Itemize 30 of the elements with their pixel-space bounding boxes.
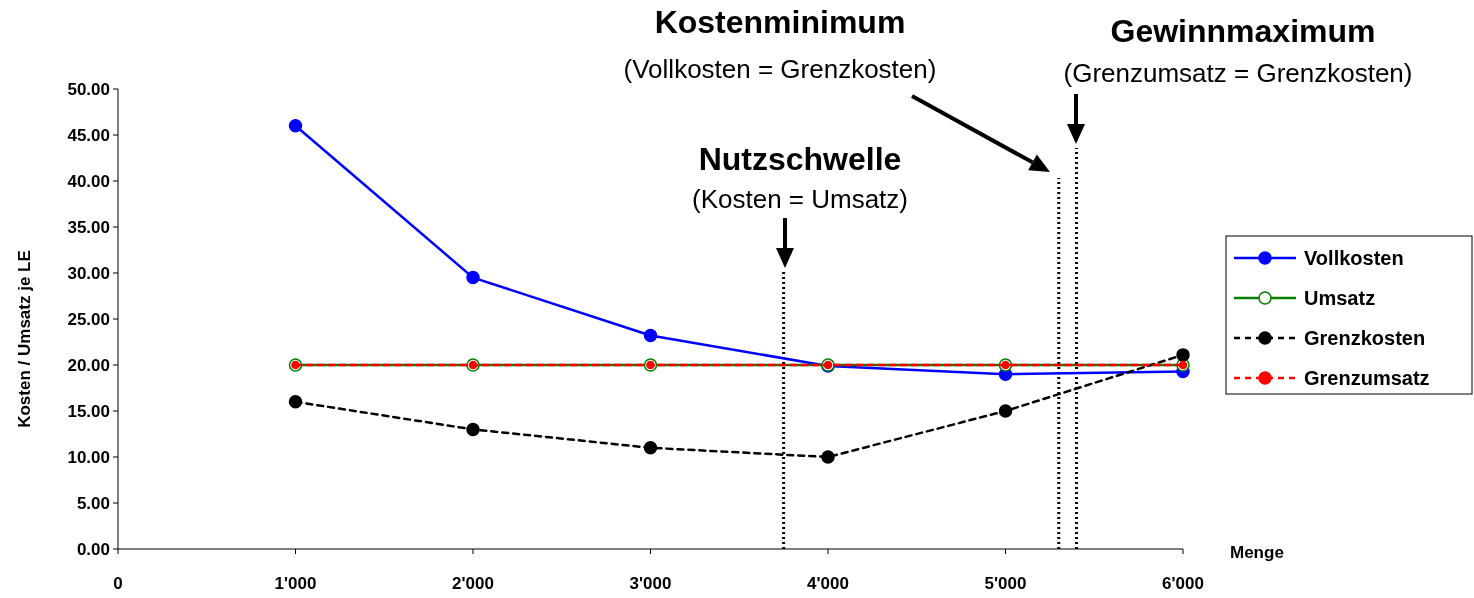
x-tick-label: 0 xyxy=(113,574,123,593)
y-tick-label: 40.00 xyxy=(67,172,110,191)
y-tick-label: 50.00 xyxy=(67,80,110,99)
y-tick-label: 10.00 xyxy=(67,448,110,467)
y-tick-label: 30.00 xyxy=(67,264,110,283)
x-tick-label: 2'000 xyxy=(452,574,494,593)
y-tick-label: 20.00 xyxy=(67,356,110,375)
x-tick-label: 6'000 xyxy=(1162,574,1204,593)
y-tick-label: 5.00 xyxy=(76,494,110,513)
x-tick-label: 5'000 xyxy=(984,574,1027,593)
text: (Grenzumsatz = Grenzkosten) xyxy=(1063,58,1413,88)
x-axis-title: Menge xyxy=(1230,543,1284,562)
y-tick-label: 45.00 xyxy=(67,126,110,145)
legend-label: Umsatz xyxy=(1304,287,1376,309)
legend-label: Vollkosten xyxy=(1304,247,1404,269)
legend-label: Grenzumsatz xyxy=(1304,367,1430,389)
x-tick-label: 4'000 xyxy=(807,574,849,593)
y-tick-label: 35.00 xyxy=(67,218,110,237)
y-tick-label: 0.00 xyxy=(76,540,110,559)
text: (Vollkosten = Grenzkosten) xyxy=(623,54,937,84)
text: Kostenminimum xyxy=(654,4,906,40)
y-tick-label: 25.00 xyxy=(67,310,110,329)
y-axis-title: Kosten / Umsatz je LE xyxy=(15,250,34,428)
annotation: Nutzschwelle xyxy=(698,141,902,177)
text: Gewinnmaximum xyxy=(1110,13,1376,49)
y-tick-label: 15.00 xyxy=(67,402,110,421)
legend-label: Grenzkosten xyxy=(1304,327,1426,349)
annotation: (Kosten = Umsatz) xyxy=(691,184,909,214)
x-tick-label: 1'000 xyxy=(274,574,317,593)
x-tick-label: 3'000 xyxy=(629,574,672,593)
